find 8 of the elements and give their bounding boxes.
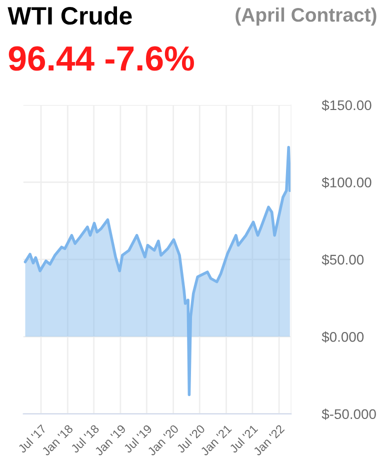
chart-subtitle: (April Contract) (236, 7, 376, 26)
y-tick-label: $150.00 (322, 100, 372, 111)
y-tick-label: $0.000 (322, 331, 364, 343)
y-tick-label: $50.00 (322, 254, 364, 266)
y-tick-label: $100.00 (322, 176, 372, 188)
text: 96.44 -7.6% (8, 46, 194, 71)
y-tick-label: $-50.000 (322, 408, 376, 420)
chart-title: WTI Crude (8, 6, 132, 25)
